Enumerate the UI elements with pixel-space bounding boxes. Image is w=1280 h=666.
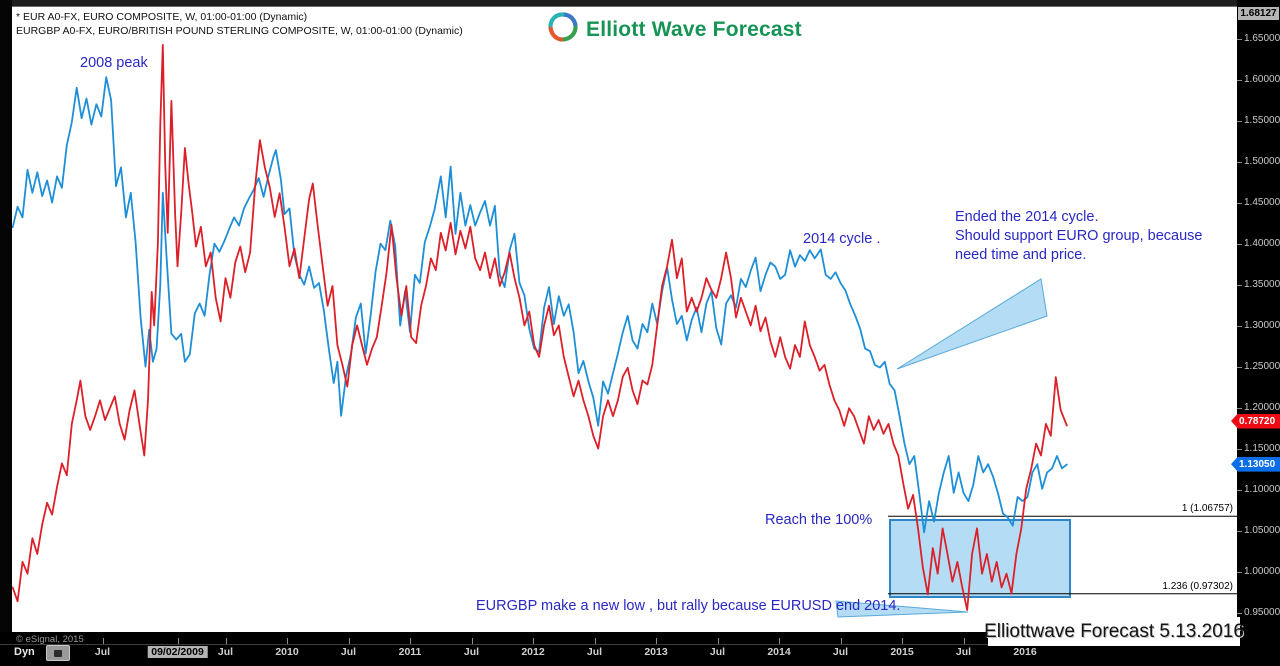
eurgbp-price-line bbox=[12, 44, 1068, 611]
time-label: Jul bbox=[94, 646, 111, 658]
price-tick-mark bbox=[1237, 120, 1242, 122]
price-tick-label: 1.30000 bbox=[1244, 319, 1280, 331]
annotation-reach-100: Reach the 100% bbox=[765, 512, 873, 528]
brand-logo: Elliott Wave Forecast bbox=[548, 12, 802, 47]
price-tick-label: 1.65000 bbox=[1244, 32, 1280, 44]
price-tick-mark bbox=[1237, 448, 1242, 450]
price-tick-label: 1.25000 bbox=[1244, 360, 1280, 372]
annotation-ended-line3: need time and price. bbox=[955, 247, 1087, 263]
time-tick-mark bbox=[594, 638, 596, 644]
price-tick-label: 1.20000 bbox=[1244, 401, 1280, 413]
time-label: Jul bbox=[217, 646, 234, 658]
symbol-line-eur: * EUR A0-FX, EURO COMPOSITE, W, 01:00-01… bbox=[16, 11, 308, 23]
price-tick-mark bbox=[1237, 489, 1242, 491]
time-label: Jul bbox=[955, 646, 972, 658]
time-tick-mark bbox=[410, 638, 411, 644]
annotation-ended-line1: Ended the 2014 cycle. bbox=[955, 209, 1099, 225]
price-tick-mark bbox=[1237, 243, 1242, 245]
time-tick-mark bbox=[779, 638, 780, 644]
price-tick-mark bbox=[1237, 202, 1242, 204]
symbol-line-eurgbp: EURGBP A0-FX, EURO/BRITISH POUND STERLIN… bbox=[16, 25, 463, 37]
price-tick-mark bbox=[1237, 366, 1242, 368]
time-label: 2012 bbox=[521, 646, 545, 658]
time-label: 2013 bbox=[644, 646, 668, 658]
time-label: Jul bbox=[832, 646, 849, 658]
logo-text: Elliott Wave Forecast bbox=[586, 17, 802, 41]
price-tick-label: 1.05000 bbox=[1244, 524, 1280, 536]
annotation-2008-peak: 2008 peak bbox=[80, 55, 148, 71]
time-tick-mark bbox=[533, 638, 534, 644]
esignal-copyright: © eSignal, 2015 bbox=[16, 634, 84, 645]
price-tick-label: 1.40000 bbox=[1244, 237, 1280, 249]
price-tick-mark bbox=[1237, 79, 1242, 81]
price-axis[interactable]: 1.68127 1.65000 1.60000 1.55000 1.50000 1.45… bbox=[1231, 0, 1280, 666]
logo-swirl-icon bbox=[548, 12, 578, 47]
time-tick-mark bbox=[656, 638, 657, 644]
time-axis[interactable]: Jul 09/02/2009 Jul 2010 Jul 2011 Jul 2012 Jul 201… bbox=[0, 632, 1237, 666]
price-tick-label: 1.10000 bbox=[1244, 483, 1280, 495]
price-tick-label: 0.95000 bbox=[1244, 606, 1280, 618]
fib-label-1236: 1.236 (0.97302) bbox=[1162, 580, 1233, 592]
price-tick-label: 1.00000 bbox=[1244, 565, 1280, 577]
price-tick-mark bbox=[1237, 38, 1242, 40]
time-tick-mark bbox=[177, 638, 179, 644]
time-label: 2016 bbox=[1013, 646, 1037, 658]
time-tick-mark bbox=[471, 638, 473, 644]
time-tick-mark bbox=[225, 638, 227, 644]
time-label: Jul bbox=[340, 646, 357, 658]
time-tick-mark bbox=[840, 638, 842, 644]
time-label: 2014 bbox=[767, 646, 791, 658]
annotation-ended-line2: Should support EURO group, because bbox=[955, 228, 1203, 244]
window-left-edge bbox=[0, 0, 12, 666]
annotation-2014-cycle: 2014 cycle . bbox=[803, 231, 881, 247]
annotation-ended-cycle: Ended the 2014 cycle. Should support EURO… bbox=[955, 208, 1202, 265]
window-top-edge bbox=[0, 0, 1280, 7]
price-tick-label: 1.35000 bbox=[1244, 278, 1280, 290]
price-tick-mark bbox=[1237, 284, 1242, 286]
price-axis-top-value: 1.68127 bbox=[1238, 7, 1279, 20]
lock-button[interactable] bbox=[46, 645, 70, 661]
price-tick-label: 1.55000 bbox=[1244, 114, 1280, 126]
time-label: Jul bbox=[463, 646, 480, 658]
time-axis-line bbox=[0, 644, 1237, 645]
watermark-banner: Elliottwave Forecast 5.13.2016 bbox=[984, 617, 1244, 646]
price-tick-mark bbox=[1237, 612, 1242, 614]
symbol-titles: * EUR A0-FX, EURO COMPOSITE, W, 01:00-01… bbox=[16, 10, 463, 38]
time-label: Jul bbox=[709, 646, 726, 658]
time-tick-mark bbox=[348, 638, 350, 644]
time-tick-mark bbox=[287, 638, 288, 644]
time-tick-mark bbox=[102, 638, 104, 644]
wedge-callout-eurgbp-low bbox=[835, 600, 969, 618]
eurgbp-last-price-badge: 0.78720 bbox=[1231, 413, 1280, 429]
eurusd-price-line bbox=[12, 76, 1068, 534]
price-tick-label: 1.50000 bbox=[1244, 155, 1280, 167]
time-label: 2011 bbox=[398, 646, 422, 658]
price-tick-mark bbox=[1237, 571, 1242, 573]
time-tick-mark bbox=[717, 638, 719, 644]
price-tick-mark bbox=[1237, 407, 1242, 409]
time-tick-mark bbox=[963, 638, 965, 644]
time-label: 2010 bbox=[275, 646, 299, 658]
time-tick-mark bbox=[902, 638, 903, 644]
time-label: 2015 bbox=[890, 646, 914, 658]
price-tick-mark bbox=[1237, 161, 1242, 163]
time-label: Jul bbox=[586, 646, 603, 658]
eurusd-last-price-badge: 1.13050 bbox=[1231, 456, 1280, 472]
price-tick-label: 1.45000 bbox=[1244, 196, 1280, 208]
fib-label-100: 1 (1.06757) bbox=[1181, 503, 1233, 515]
price-tick-label: 1.60000 bbox=[1244, 73, 1280, 85]
dyn-mode-label[interactable]: Dyn bbox=[14, 646, 35, 658]
lock-icon bbox=[54, 649, 62, 657]
price-tick-mark bbox=[1237, 530, 1242, 532]
price-tick-mark bbox=[1237, 325, 1242, 327]
price-tick-label: 1.15000 bbox=[1244, 442, 1280, 454]
annotation-eurgbp-new-low: EURGBP make a new low , but rally becaus… bbox=[476, 598, 901, 614]
wedge-callout-2014-cycle-end bbox=[896, 278, 1048, 370]
time-label-selected-date: 09/02/2009 bbox=[147, 646, 208, 658]
